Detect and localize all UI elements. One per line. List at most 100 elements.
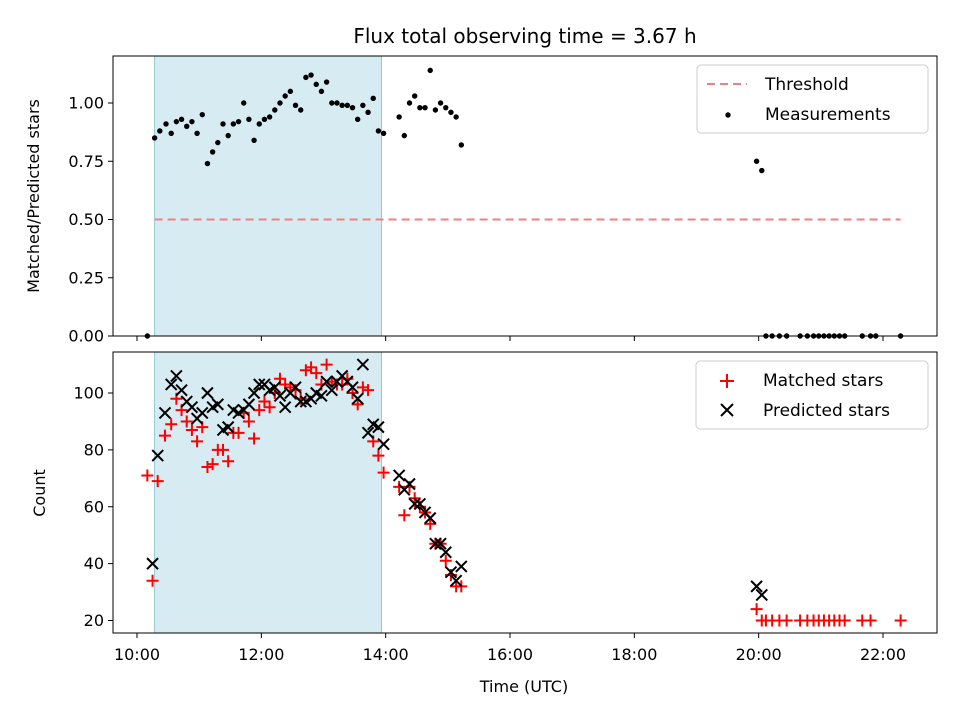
measurement-point bbox=[199, 111, 205, 118]
matched-star-point bbox=[242, 415, 255, 428]
predicted-star-point bbox=[429, 537, 442, 550]
matched-star-point bbox=[894, 614, 907, 627]
predicted-star-point bbox=[278, 401, 292, 414]
measurement-point bbox=[272, 107, 278, 113]
predicted-star-point bbox=[289, 381, 302, 394]
matched-star-point bbox=[362, 384, 375, 397]
measurement-point bbox=[194, 130, 200, 136]
predicted-star-point bbox=[268, 381, 282, 394]
measurement-point bbox=[354, 116, 361, 123]
count-y-tick-label: 20 bbox=[84, 611, 104, 630]
count-x-tick-label: 10:00 bbox=[114, 645, 160, 664]
predicted-star-point bbox=[170, 369, 183, 383]
predicted-star-point bbox=[175, 383, 188, 397]
matched-star-point bbox=[356, 381, 369, 394]
count-y-tick-label: 100 bbox=[73, 384, 104, 403]
measurement-point bbox=[375, 128, 382, 134]
measurement-point bbox=[303, 74, 309, 81]
predicted-star-point bbox=[455, 560, 468, 573]
matched-star-point bbox=[216, 443, 229, 456]
measurement-point bbox=[256, 121, 262, 127]
matched-star-point bbox=[398, 509, 411, 522]
matched-star-point bbox=[336, 378, 349, 391]
measurement-point bbox=[251, 137, 257, 143]
count-shaded-span bbox=[154, 351, 382, 634]
ratio-y-tick-label: 1.00 bbox=[68, 94, 104, 113]
predicted-star-point bbox=[424, 511, 437, 525]
count-legend-box bbox=[695, 360, 929, 430]
ratio-y-tick-label: 0.75 bbox=[68, 152, 104, 171]
matched-star-point bbox=[320, 358, 333, 371]
predicted-star-point bbox=[242, 398, 256, 411]
matched-star-point bbox=[372, 449, 385, 462]
measurement-point bbox=[411, 93, 418, 99]
ratio-y-ticks: 0.00 0.25 0.50 0.75 1.00 bbox=[68, 94, 113, 346]
count-legend: Matched stars Predicted stars bbox=[695, 360, 929, 430]
measurement-point bbox=[380, 130, 387, 136]
count-panel: 20 40 60 80 100 10:00 12:00 14:00 16:00 18:00 20:… bbox=[30, 351, 938, 696]
predicted-star-point bbox=[356, 358, 370, 371]
measurement-point bbox=[246, 116, 252, 123]
measurement-point bbox=[184, 123, 190, 129]
measurement-point bbox=[432, 107, 439, 113]
measurement-point bbox=[287, 88, 294, 95]
legend-measurements-swatch bbox=[725, 112, 731, 118]
ratio-shaded-span bbox=[154, 55, 382, 337]
count-plot-frame bbox=[112, 351, 938, 634]
matched-star-point bbox=[232, 426, 245, 439]
predicted-star-point bbox=[403, 477, 416, 491]
measurement-point bbox=[406, 100, 413, 106]
matched-star-point bbox=[206, 458, 219, 471]
count-y-ticks: 20 40 60 80 100 bbox=[73, 384, 113, 630]
measurement-point bbox=[318, 88, 325, 95]
measurement-point bbox=[168, 130, 174, 136]
measurement-point bbox=[313, 81, 319, 88]
count-x-tick-label: 12:00 bbox=[238, 645, 284, 664]
matched-star-point bbox=[424, 517, 437, 530]
count-y-axis-label: Count bbox=[30, 469, 49, 517]
measurement-point bbox=[339, 102, 345, 109]
measurement-point bbox=[427, 67, 433, 74]
predicted-star-point bbox=[392, 469, 406, 482]
predicted-star-point bbox=[221, 420, 235, 434]
count-x-tick-label: 18:00 bbox=[611, 645, 657, 664]
predicted-star-point bbox=[164, 378, 178, 391]
legend-measurements-label: Measurements bbox=[765, 105, 891, 125]
matched-star-point bbox=[253, 404, 266, 417]
measurement-point bbox=[396, 114, 402, 120]
predicted-star-point bbox=[755, 588, 768, 602]
measurement-point bbox=[344, 102, 351, 109]
legend-threshold-label: Threshold bbox=[764, 75, 849, 95]
predicted-star-point bbox=[294, 395, 307, 408]
predicted-star-point bbox=[372, 420, 385, 434]
measurement-point bbox=[308, 72, 314, 78]
predicted-star-point bbox=[346, 381, 359, 394]
measurement-point bbox=[298, 107, 304, 113]
predicted-star-point bbox=[320, 375, 333, 388]
predicted-star-point bbox=[211, 398, 225, 411]
x-axis-label: Time (UTC) bbox=[479, 677, 568, 696]
matched-star-point bbox=[146, 574, 159, 587]
matched-star-point bbox=[439, 554, 452, 567]
predicted-star-point bbox=[253, 378, 266, 391]
predicted-star-point bbox=[196, 406, 209, 420]
predicted-star-point bbox=[361, 426, 375, 440]
matched-star-point bbox=[780, 614, 793, 627]
count-x-tick-label: 16:00 bbox=[487, 645, 533, 664]
predicted-star-point bbox=[449, 574, 463, 587]
matched-star-point bbox=[180, 415, 193, 428]
measurement-point bbox=[329, 100, 335, 106]
measurement-point bbox=[151, 135, 158, 141]
chart-title: Flux total observing time = 3.67 h bbox=[353, 24, 696, 48]
ratio-y-tick-label: 0.00 bbox=[68, 327, 104, 346]
count-x-ticks: 10:00 12:00 14:00 16:00 18:00 20:00 22:00 bbox=[114, 633, 906, 664]
measurement-point bbox=[235, 118, 242, 125]
ratio-plot-frame bbox=[112, 55, 938, 337]
measurement-point bbox=[422, 104, 428, 111]
matched-star-point bbox=[305, 361, 318, 374]
matched-star-point bbox=[263, 401, 276, 414]
ratio-legend: Threshold Measurements bbox=[696, 64, 929, 134]
predicted-star-point bbox=[325, 383, 338, 397]
count-x-tick-label: 20:00 bbox=[736, 645, 782, 664]
measurement-point bbox=[323, 79, 330, 85]
